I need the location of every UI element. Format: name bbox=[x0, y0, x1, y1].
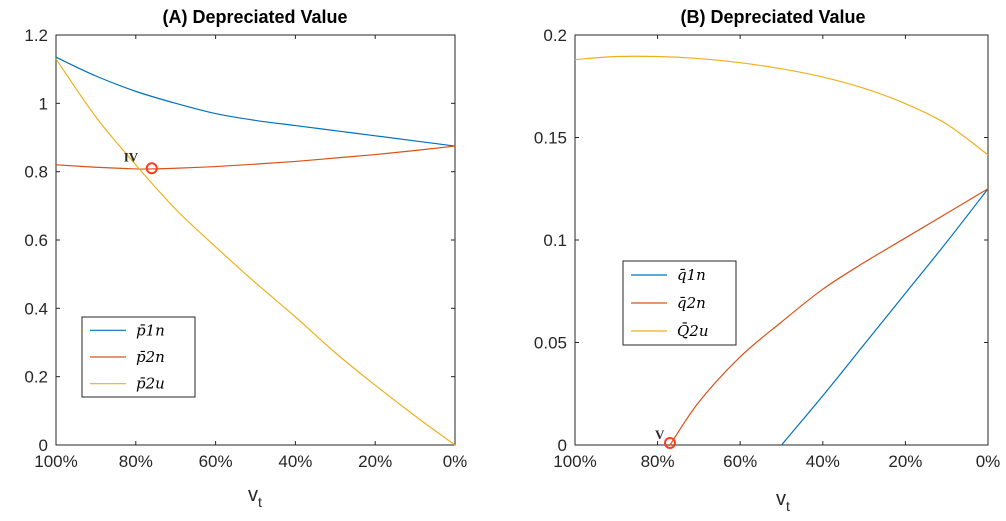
panel-a-x-tick-label: 80% bbox=[119, 452, 153, 471]
panel-a-title: (A) Depreciated Value bbox=[162, 7, 347, 27]
panel-b-series-line-1 bbox=[781, 188, 989, 446]
panel-b-y-tick-label: 0.15 bbox=[534, 129, 567, 148]
panel-b-axes-box bbox=[574, 34, 989, 446]
panel-a-y-tick-label: 0.2 bbox=[24, 368, 48, 387]
panel-a-x-tick-label: 100% bbox=[34, 452, 77, 471]
panel-b-y-tick-label: 0.05 bbox=[534, 334, 567, 353]
panel-a-y-tick-label: 0.6 bbox=[24, 231, 48, 250]
panel-b-y-tick-label: 0 bbox=[558, 436, 567, 455]
panel-a-x-tick-label: 20% bbox=[358, 452, 392, 471]
panel-a-y-tick-label: 1 bbox=[39, 94, 48, 113]
panel-b-legend-entry: q̄2n bbox=[677, 294, 706, 312]
panel-a-y-tick-label: 0 bbox=[39, 436, 48, 455]
panel-b-legend-entry: Q̄2u bbox=[677, 322, 709, 340]
panel-a-y-tick-label: 0.4 bbox=[24, 299, 48, 318]
panel-a-y-tick-label: 1.2 bbox=[24, 26, 48, 45]
panel-a-series-line-2 bbox=[55, 145, 456, 170]
panel-a-series-line-3 bbox=[55, 58, 456, 446]
panel-a-annotation-label: IV bbox=[124, 149, 139, 164]
panel-b-annotation-marker bbox=[663, 436, 676, 449]
panel-b-x-tick-label: 40% bbox=[806, 452, 840, 471]
panel-b: (B) Depreciated Value vt 0 0.05 0.1 0.15 0.2… bbox=[534, 7, 1000, 514]
panel-b-x-tick-label: 20% bbox=[888, 452, 922, 471]
panel-a-x-tick-label: 0% bbox=[443, 452, 468, 471]
panel-b-annotation-label: V bbox=[655, 427, 665, 442]
panel-b-x-tick-label: 80% bbox=[641, 452, 675, 471]
panel-a-y-tick-label: 0.8 bbox=[24, 163, 48, 182]
panel-b-legend-entry: q̄1n bbox=[677, 266, 706, 284]
panel-a-x-tick-label: 60% bbox=[199, 452, 233, 471]
panel-b-y-tick-label: 0.2 bbox=[543, 26, 567, 45]
panel-a-legend-entry: p̄1n bbox=[136, 321, 165, 339]
panel-b-y-tick-label: 0.1 bbox=[543, 231, 567, 250]
panel-b-xlabel: vt bbox=[776, 488, 790, 514]
panel-a-x-tick-label: 40% bbox=[278, 452, 312, 471]
panel-a-xlabel: vt bbox=[248, 484, 262, 510]
panel-b-x-tick-label: 100% bbox=[553, 452, 596, 471]
panel-b-series-line-3 bbox=[574, 55, 989, 156]
panel-a: (A) Depreciated Value vt 0 0.2 0.4 0.6 0.8 1 1… bbox=[24, 7, 467, 510]
panel-a-legend-entry: p̄2u bbox=[136, 375, 165, 393]
panel-a-annotation-marker bbox=[145, 162, 158, 175]
panel-b-x-tick-label: 0% bbox=[976, 452, 1001, 471]
panel-b-x-tick-label: 60% bbox=[723, 452, 757, 471]
panel-a-legend-entry: p̄2n bbox=[136, 348, 165, 366]
panel-b-title: (B) Depreciated Value bbox=[680, 7, 865, 27]
panel-b-series-line-2 bbox=[669, 188, 989, 446]
panel-a-series-line-1 bbox=[55, 56, 456, 147]
